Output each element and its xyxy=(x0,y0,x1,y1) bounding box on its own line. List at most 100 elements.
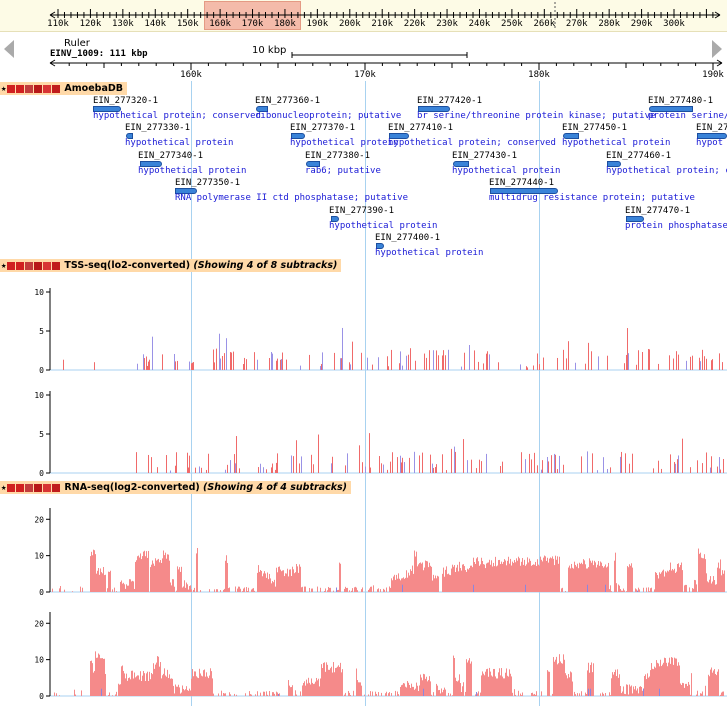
gene-id-label[interactable]: EIN_277460-1 xyxy=(606,151,672,161)
edit-track-icon[interactable] xyxy=(34,84,43,93)
overview-tick-label: 230k xyxy=(436,19,458,29)
overview-tick-label: 110k xyxy=(47,19,69,29)
help-track-icon[interactable] xyxy=(52,84,61,93)
gene-glyph[interactable] xyxy=(291,133,305,139)
overview-tick-label: 200k xyxy=(338,19,361,29)
help-track-icon[interactable] xyxy=(52,483,61,492)
gene-id-label[interactable]: EIN_277470-1 xyxy=(625,206,691,216)
gene-description[interactable]: rab6; putative xyxy=(305,166,381,176)
gene-glyph[interactable] xyxy=(389,133,409,139)
gene-id-label[interactable]: EIN_277480-1 xyxy=(648,96,714,106)
gene-glyph[interactable] xyxy=(306,161,320,167)
gene-description[interactable]: br serine/threonine protein kinase; puta… xyxy=(417,111,656,121)
tss-subtrack-2: 10 5 0 xyxy=(34,391,727,478)
gene-id-label[interactable]: EIN_277370-1 xyxy=(290,123,356,133)
gene-description[interactable]: hypothetical protein xyxy=(562,138,671,148)
track-title-text: RNA-seq(log2-converted) (Showing 4 of 4 … xyxy=(64,482,348,493)
gene-description[interactable]: hypothetical protein xyxy=(138,166,247,176)
gene-id-label[interactable]: EIN_277330-1 xyxy=(125,123,191,133)
scroll-right-arrow-icon[interactable] xyxy=(712,40,722,58)
gene-glyph[interactable] xyxy=(140,161,162,167)
overview-tick-label: 270k xyxy=(565,19,588,29)
gene-description[interactable]: hypothetical protein xyxy=(329,221,438,231)
gene-description[interactable]: hypothetical protein; conserved xyxy=(388,138,556,148)
gene-glyph[interactable] xyxy=(490,188,558,194)
tss-subtrack-1: 10 5 0 xyxy=(34,288,727,375)
download-track-icon[interactable] xyxy=(43,483,52,492)
scroll-left-arrow-icon[interactable] xyxy=(4,40,14,58)
gene-id-label[interactable]: EIN_277360-1 xyxy=(255,96,321,106)
gene-description[interactable]: hypothetical protein xyxy=(290,138,399,148)
gene-id-label[interactable]: EIN_277440-1 xyxy=(489,178,555,188)
close-track-icon[interactable] xyxy=(16,261,25,270)
overview-tick-label: 180k xyxy=(274,19,296,29)
gene-glyph[interactable] xyxy=(563,133,579,139)
gene-id-label[interactable]: EIN_277390-1 xyxy=(329,206,395,216)
settings-track-icon[interactable] xyxy=(25,84,34,93)
download-track-icon[interactable] xyxy=(43,261,52,270)
gene-id-label[interactable]: EIN_277320-1 xyxy=(93,96,159,106)
gene-description[interactable]: RNA polymerase II ctd phosphatase; putat… xyxy=(175,193,408,203)
gene-description[interactable]: protein serine/t xyxy=(648,111,727,121)
gene-id-label[interactable]: EIN_277430-1 xyxy=(452,151,518,161)
gene-description[interactable]: ribonucleoprotein; putative xyxy=(255,111,402,121)
gene-id-label[interactable]: EIN_277340-1 xyxy=(138,151,204,161)
gene-id-label[interactable]: EIN_27 xyxy=(696,123,727,133)
gene-glyph[interactable] xyxy=(93,106,121,112)
track-title-amoebadb: ★ AmoebaDB xyxy=(0,82,727,95)
gene-description[interactable]: hypot xyxy=(696,138,724,148)
gene-description[interactable]: hypothetical protein xyxy=(125,138,234,148)
gene-glyph[interactable] xyxy=(453,161,469,167)
gene-glyph[interactable] xyxy=(649,106,693,112)
gene-id-label[interactable]: EIN_277350-1 xyxy=(175,178,241,188)
overview-tick-label: 120k xyxy=(79,19,102,29)
gene-description[interactable]: hypothetical protein xyxy=(375,248,484,258)
overview-tick-label: 250k xyxy=(501,19,523,29)
star-icon[interactable]: ★ xyxy=(1,482,7,493)
y-axis-label: 10 xyxy=(34,552,44,561)
settings-track-icon[interactable] xyxy=(25,483,34,492)
gene-glyph[interactable] xyxy=(418,106,450,112)
download-track-icon[interactable] xyxy=(43,84,52,93)
overview-ruler[interactable]: 110k 120k 130k 140k 150k 160k 170k 180k 190k 200k… xyxy=(0,0,727,32)
gene-glyph[interactable] xyxy=(175,188,197,194)
ruler-title: Ruler xyxy=(64,38,90,49)
track-title-text: TSS-seq(lo2-converted) (Showing 4 of 8 s… xyxy=(64,260,338,271)
ruler-tick-label: 160k xyxy=(180,70,202,80)
settings-track-icon[interactable] xyxy=(25,261,34,270)
gene-glyph[interactable] xyxy=(607,161,621,167)
y-axis-label: 10 xyxy=(34,288,44,297)
edit-track-icon[interactable] xyxy=(34,261,43,270)
help-track-icon[interactable] xyxy=(52,261,61,270)
edit-track-icon[interactable] xyxy=(34,483,43,492)
gene-description[interactable]: hypothetical protein; conserved xyxy=(93,111,261,121)
gene-id-label[interactable]: EIN_277410-1 xyxy=(388,123,454,133)
close-track-icon[interactable] xyxy=(16,84,25,93)
close-track-icon[interactable] xyxy=(16,483,25,492)
gene-glyph[interactable] xyxy=(626,216,644,222)
gene-id-label[interactable]: EIN_277400-1 xyxy=(375,233,441,243)
star-icon[interactable]: ★ xyxy=(1,83,7,94)
minimize-track-icon[interactable] xyxy=(7,261,16,270)
y-axis-label: 20 xyxy=(34,619,44,628)
minimize-track-icon[interactable] xyxy=(7,483,16,492)
y-axis-label: 0 xyxy=(39,469,44,478)
gene-id-label[interactable]: EIN_277420-1 xyxy=(417,96,483,106)
y-axis-label: 0 xyxy=(39,366,44,375)
gene-glyph[interactable] xyxy=(256,106,268,112)
star-icon[interactable]: ★ xyxy=(1,260,7,271)
scalebar xyxy=(291,52,468,58)
gene-description[interactable]: protein phosphatase- xyxy=(625,221,727,231)
gene-description[interactable]: hypothetical protein xyxy=(452,166,561,176)
gene-glyph[interactable] xyxy=(126,133,133,139)
gene-glyph[interactable] xyxy=(376,243,384,249)
gene-glyph[interactable] xyxy=(331,216,339,222)
gene-id-label[interactable]: EIN_277450-1 xyxy=(562,123,628,133)
gene-description[interactable]: multidrug resistance protein; putative xyxy=(489,193,695,203)
gene-description[interactable]: hypothetical protein; c xyxy=(606,166,727,176)
y-axis-label: 10 xyxy=(34,391,44,400)
y-axis-label: 5 xyxy=(39,327,44,336)
detail-ruler[interactable] xyxy=(0,50,727,82)
minimize-track-icon[interactable] xyxy=(7,84,16,93)
gene-id-label[interactable]: EIN_277380-1 xyxy=(305,151,371,161)
